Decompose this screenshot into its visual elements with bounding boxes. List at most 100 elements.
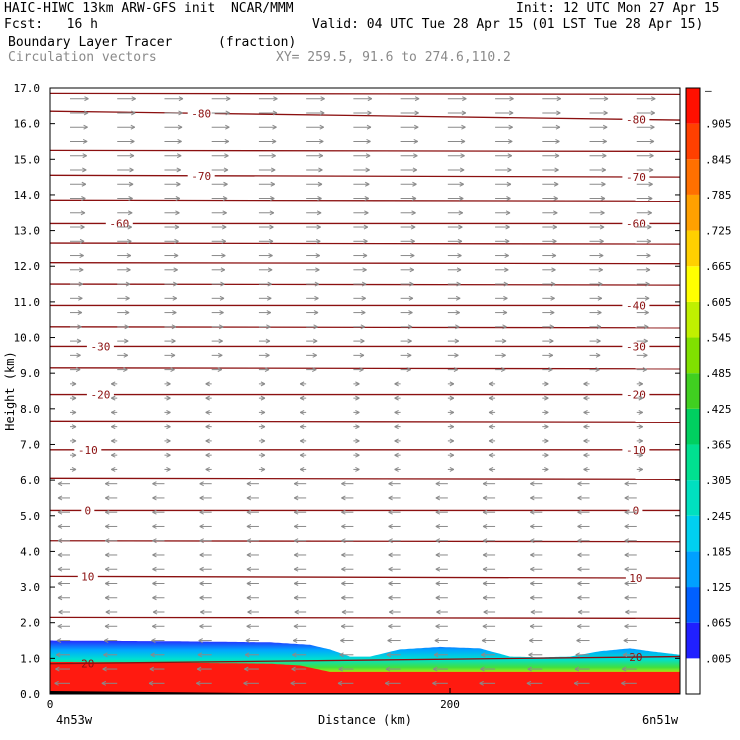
wind-vector-head (313, 324, 318, 330)
wind-vector-head (504, 238, 510, 244)
wind-vector-head (642, 367, 648, 373)
wind-vector-head (293, 524, 299, 529)
wind-vector-head (270, 196, 275, 201)
wind-vector-head (602, 124, 608, 130)
wind-vector-head (384, 680, 390, 686)
isotherm-label: -80 (626, 113, 646, 126)
wind-vector-head (638, 466, 643, 472)
wind-vector-head (57, 509, 63, 515)
wind-vector-head (152, 495, 157, 501)
wind-vector-head (221, 253, 226, 258)
wind-vector-head (127, 238, 132, 244)
colorbar-label: .725 (705, 225, 732, 238)
wind-vector-head (246, 581, 252, 586)
isotherm-label: 20 (81, 657, 94, 670)
wind-vector-head (388, 566, 393, 572)
wind-vector-head (149, 666, 155, 672)
wind-vector-head (340, 623, 346, 629)
wind-vector-head (198, 638, 203, 643)
wind-vector-head (436, 609, 441, 615)
wind-vector-head (408, 310, 413, 316)
wind-vector-head (101, 680, 107, 686)
wind-vector-head (599, 224, 605, 230)
wind-vector-head (505, 224, 510, 230)
y-tick-label: 8.0 (20, 403, 40, 416)
wind-vector-head (79, 238, 85, 244)
wind-vector-head (508, 110, 514, 116)
wind-vector-head (482, 552, 488, 558)
wind-vector-head (76, 338, 82, 344)
wind-vector-head (80, 210, 86, 216)
wind-vector-head (554, 153, 560, 159)
wind-vector-head (299, 381, 305, 387)
wind-vector-head (577, 552, 582, 558)
wind-vector-head (318, 167, 323, 173)
wind-vector-head (482, 495, 488, 501)
wind-vector-head (624, 524, 629, 529)
wind-vector-head (355, 409, 360, 415)
wind-vector-head (341, 552, 346, 558)
wind-vector-head (507, 153, 513, 159)
wind-vector-head (456, 281, 461, 287)
wind-vector-head (128, 196, 133, 201)
wind-vector-head (577, 495, 582, 501)
wind-vector-head (172, 281, 178, 287)
wind-vector-head (530, 495, 535, 501)
wind-vector-head (176, 181, 181, 187)
wind-vector-head (435, 524, 441, 529)
wind-vector-head (299, 395, 305, 401)
wind-vector-head (299, 438, 305, 444)
wind-vector-head (549, 338, 554, 344)
colorbar-top-label: – (705, 84, 712, 97)
wind-vector-head (364, 181, 370, 187)
wind-vector-head (387, 638, 392, 643)
wind-vector-head (643, 352, 648, 358)
wind-vector-head (388, 481, 393, 487)
wind-vector-head (435, 595, 441, 601)
y-tick-label: 16.0 (14, 118, 41, 131)
colorbar-label: .545 (705, 332, 732, 345)
wind-vector-head (595, 352, 601, 358)
wind-vector-head (394, 452, 399, 458)
wind-vector-head (454, 352, 459, 358)
wind-vector-head (293, 538, 299, 544)
isotherm-label-bg (622, 299, 650, 312)
wind-vector-head (577, 595, 582, 601)
wind-vector-head (71, 395, 77, 401)
wind-vector-head (461, 110, 467, 116)
wind-vector-head (57, 623, 63, 629)
wind-vector-head (482, 524, 488, 529)
wind-vector-head (244, 652, 250, 658)
wind-vector-head (455, 310, 460, 316)
colorbar-label: .845 (705, 153, 732, 166)
init-time: Init: 12 UTC Mon 27 Apr 15 (516, 1, 720, 16)
wind-vector-head (624, 495, 629, 501)
wind-vector-head (218, 338, 223, 344)
wind-vector-head (529, 623, 535, 629)
isotherm-label: -60 (626, 217, 646, 230)
isotherm-label: -20 (90, 389, 110, 402)
wind-vector-head (460, 153, 465, 159)
wind-vector-head (433, 652, 439, 658)
wind-vector-head (506, 196, 511, 201)
wind-vector-head (577, 538, 582, 544)
wind-vector-head (597, 295, 603, 301)
wind-vector-head (293, 481, 299, 487)
wind-vector-head (482, 509, 488, 515)
wind-vector-head (152, 595, 157, 601)
wind-vector-head (293, 509, 299, 515)
wind-vector-head (455, 324, 460, 330)
colorbar: .005 .065 .125 .185 .245 .305 .365 .425 .485 .545… (685, 84, 732, 695)
wind-vector-head (596, 338, 601, 344)
isotherm-label: 0 (84, 504, 91, 517)
wind-vector-head (225, 96, 231, 102)
wind-vector-head (459, 181, 464, 187)
wind-vector-head (294, 609, 299, 615)
wind-vector-head (312, 352, 317, 358)
wind-vector-head (645, 281, 650, 287)
wind-vector-head (313, 310, 319, 316)
wind-vector-head (544, 466, 549, 472)
terrain-line (50, 691, 680, 694)
wind-vector-head (645, 267, 651, 273)
field-units: (fraction) (218, 35, 297, 50)
